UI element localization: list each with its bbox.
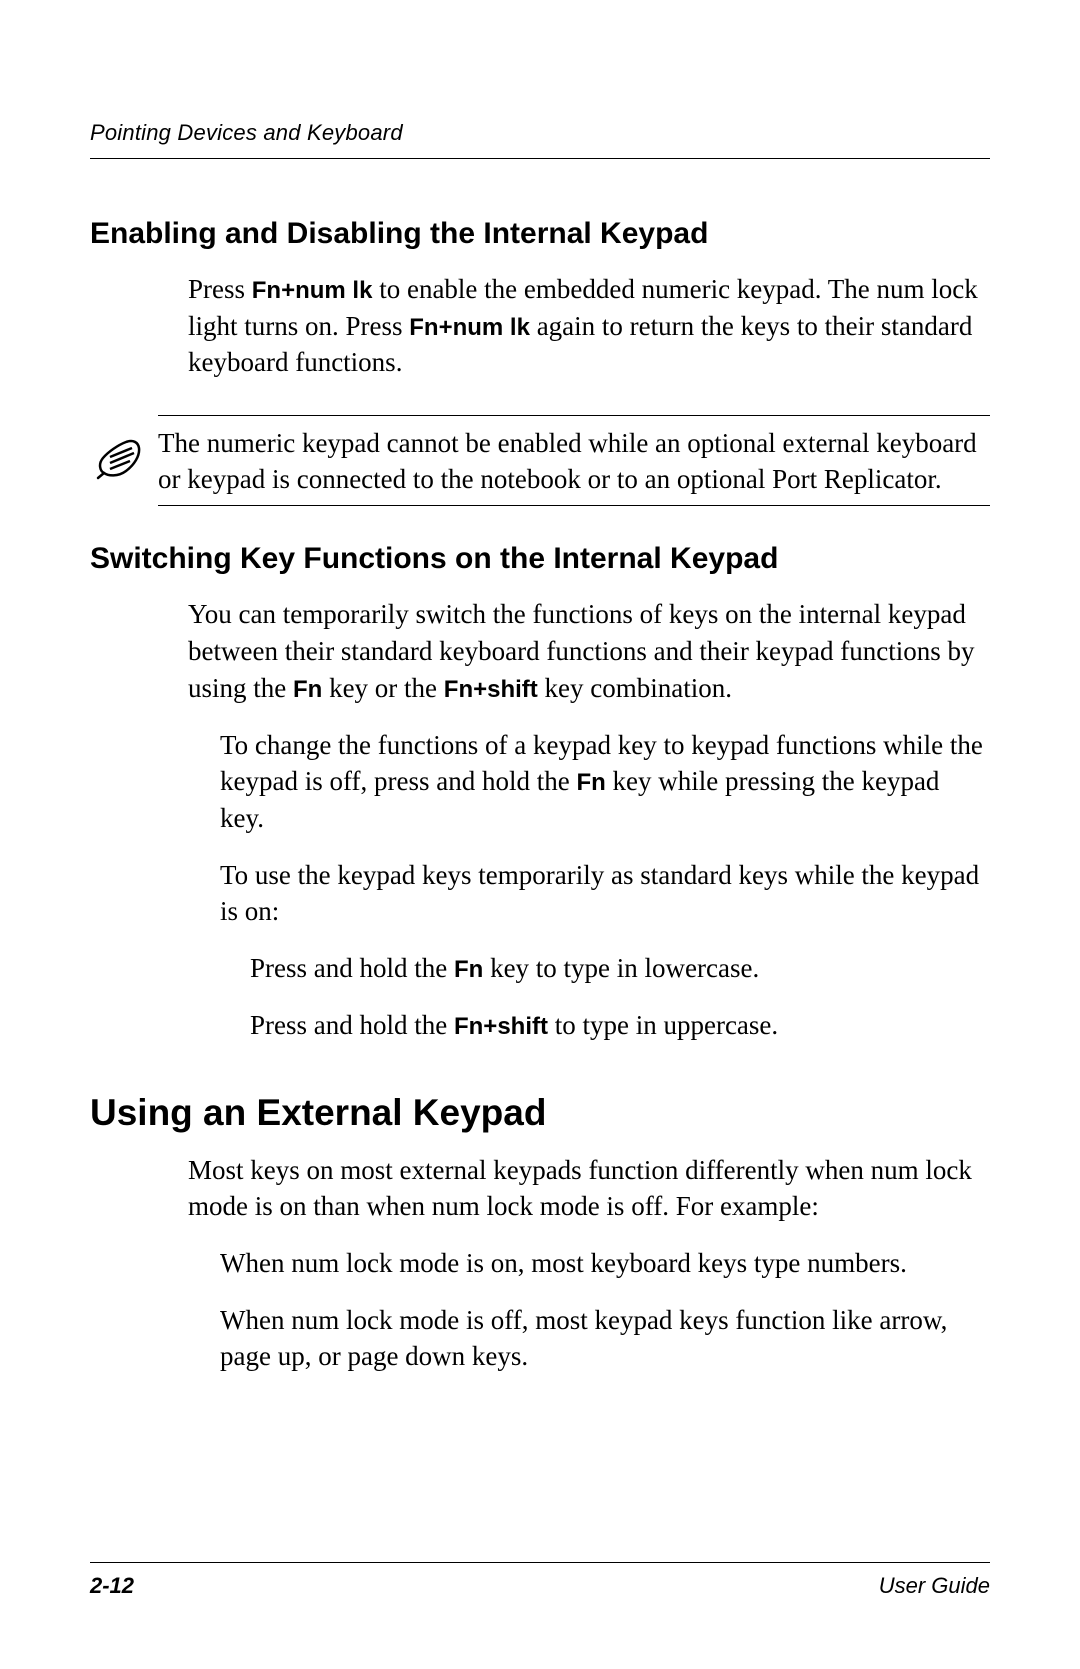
section3-paragraph: Most keys on most external keypads funct… bbox=[188, 1152, 990, 1225]
section2-subbullets: Press and hold the Fn key to type in low… bbox=[250, 950, 990, 1043]
keycap: Fn+num lk bbox=[252, 277, 373, 304]
bullet-item: To change the functions of a keypad key … bbox=[220, 727, 990, 837]
sub-bullet-item: Press and hold the Fn+shift to type in u… bbox=[250, 1007, 990, 1044]
section3-intro: Most keys on most external keypads funct… bbox=[188, 1152, 990, 1225]
keycap: Fn bbox=[576, 769, 605, 796]
section1-body: Press Fn+num lk to enable the embedded n… bbox=[188, 271, 990, 381]
text: Press and hold the bbox=[250, 1010, 454, 1040]
page-footer: 2-12 User Guide bbox=[90, 1562, 990, 1599]
sub-bullet-item: Press and hold the Fn key to type in low… bbox=[250, 950, 990, 987]
keycap: Fn+shift bbox=[444, 676, 538, 703]
section2-bullets: To change the functions of a keypad key … bbox=[220, 727, 990, 931]
heading-enable-disable: Enabling and Disabling the Internal Keyp… bbox=[90, 217, 990, 251]
keycap: Fn+shift bbox=[454, 1013, 548, 1040]
document-page: Pointing Devices and Keyboard Enabling a… bbox=[0, 0, 1080, 1669]
footer-label: User Guide bbox=[879, 1573, 990, 1599]
note-text: The numeric keypad cannot be enabled whi… bbox=[158, 415, 990, 506]
section1-paragraph: Press Fn+num lk to enable the embedded n… bbox=[188, 271, 990, 381]
text: Press and hold the bbox=[250, 953, 454, 983]
section2-intro: You can temporarily switch the functions… bbox=[188, 596, 990, 706]
text: key to type in lowercase. bbox=[483, 953, 759, 983]
bullet-item: When num lock mode is on, most keyboard … bbox=[220, 1245, 990, 1282]
bullet-item: To use the keypad keys temporarily as st… bbox=[220, 857, 990, 930]
heading-switching: Switching Key Functions on the Internal … bbox=[90, 542, 990, 576]
section2-paragraph: You can temporarily switch the functions… bbox=[188, 596, 990, 706]
keycap: Fn bbox=[454, 956, 483, 983]
note-icon bbox=[90, 415, 158, 492]
header-text: Pointing Devices and Keyboard bbox=[90, 120, 403, 145]
section3-bullets: When num lock mode is on, most keyboard … bbox=[220, 1245, 990, 1375]
page-header: Pointing Devices and Keyboard bbox=[90, 120, 990, 159]
text: key or the bbox=[322, 673, 443, 703]
heading-external-keypad: Using an External Keypad bbox=[90, 1092, 990, 1134]
text: key combination. bbox=[538, 673, 732, 703]
keycap: Fn bbox=[293, 676, 322, 703]
page-number: 2-12 bbox=[90, 1573, 134, 1599]
text: Press bbox=[188, 274, 252, 304]
note: The numeric keypad cannot be enabled whi… bbox=[90, 415, 990, 506]
bullet-item: When num lock mode is off, most keypad k… bbox=[220, 1302, 990, 1375]
keycap: Fn+num lk bbox=[409, 314, 530, 341]
text: to type in uppercase. bbox=[548, 1010, 778, 1040]
